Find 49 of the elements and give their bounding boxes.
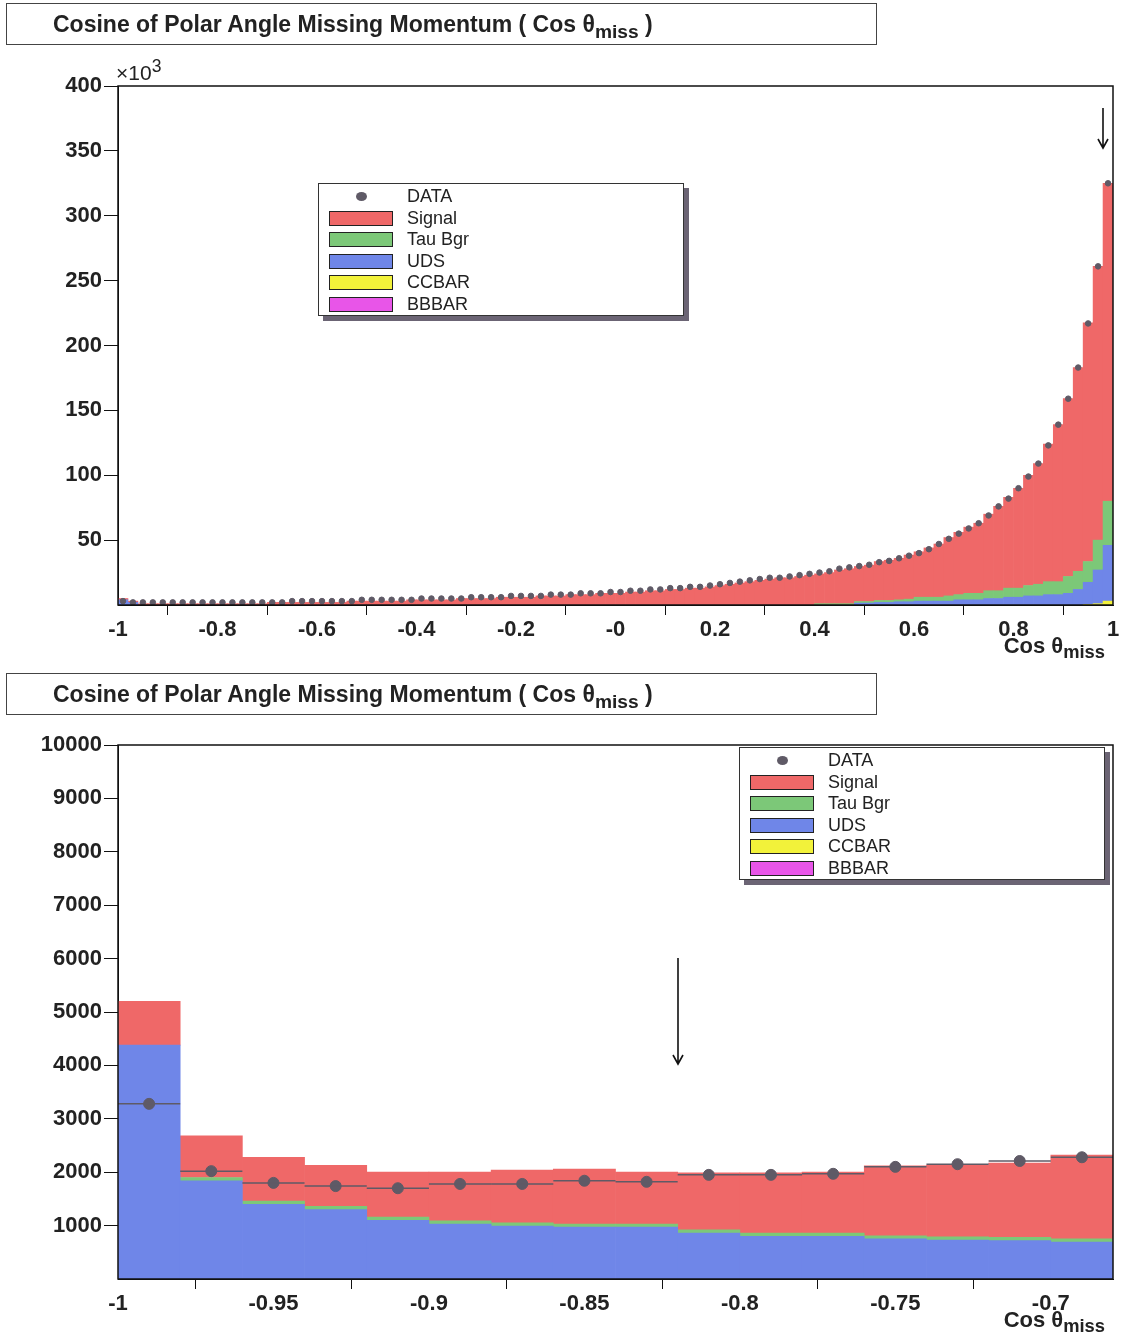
x-tick-label: -0.75: [870, 1290, 921, 1316]
x-tick-label: 0.2: [699, 616, 731, 642]
x-tick-label: -0.2: [497, 616, 535, 642]
legend-label: UDS: [407, 250, 446, 272]
y-tick-label: 1000: [53, 1211, 102, 1237]
chart-title: Cosine of Polar Angle Missing Momentum ( Cos θ$_{miss}$ ): [6, 673, 877, 715]
legend-label: Tau Bgr: [828, 793, 891, 815]
legend-label: DATA: [828, 750, 874, 772]
legend-label: CCBAR: [828, 836, 892, 858]
y-tick-label: 250: [65, 266, 102, 292]
x-tick-label: -1: [108, 1290, 128, 1316]
y-tick-label: 8000: [53, 837, 102, 863]
y-tick-label: 150: [65, 396, 102, 422]
y-tick-label: 7000: [53, 891, 102, 917]
y-tick-label: 3000: [53, 1104, 102, 1130]
y-tick-label: 6000: [53, 944, 102, 970]
y-tick-label: 4000: [53, 1051, 102, 1077]
legend-label: BBBAR: [407, 293, 469, 315]
legend-label: UDS: [828, 814, 867, 836]
x-tick-label: -1: [108, 616, 128, 642]
legend-label: Signal: [828, 771, 879, 793]
y-tick-label: 9000: [53, 784, 102, 810]
y-tick-label: 100: [65, 461, 102, 487]
x-tick-label: -0.8: [720, 1290, 759, 1316]
text: ×10$^{3}$: [116, 56, 162, 85]
x-tick-label: -0.95: [248, 1290, 299, 1316]
y-tick-label: 2000: [53, 1158, 102, 1184]
legend-label: CCBAR: [407, 272, 471, 294]
y-tick-label: 5000: [53, 998, 102, 1024]
y-tick-label: 10000: [40, 731, 102, 757]
x-tick-label: -0.6: [298, 616, 336, 642]
y-tick-label: 200: [65, 331, 102, 357]
legend-label: Tau Bgr: [407, 229, 470, 251]
x-tick-label: 1: [1106, 616, 1120, 642]
x-tick-label: 0.4: [799, 616, 831, 642]
x-tick-label: -0: [605, 616, 626, 642]
y-tick-label: 300: [65, 201, 102, 227]
x-tick-label: 0.6: [898, 616, 930, 642]
x-tick-label: -0.4: [397, 616, 437, 642]
x-tick-label: -0.8: [198, 616, 237, 642]
y-tick-label: 350: [65, 136, 102, 162]
y-tick-label: 400: [65, 72, 102, 98]
y-tick-label: 50: [77, 526, 102, 552]
x-tick-label: -0.9: [409, 1290, 448, 1316]
legend-label: Signal: [407, 207, 458, 229]
x-tick-label: -0.85: [559, 1290, 610, 1316]
chart-title: Cosine of Polar Angle Missing Momentum ( Cos θ$_{miss}$ ): [6, 3, 877, 45]
legend-label: DATA: [407, 186, 453, 208]
legend-label: BBBAR: [828, 857, 890, 879]
